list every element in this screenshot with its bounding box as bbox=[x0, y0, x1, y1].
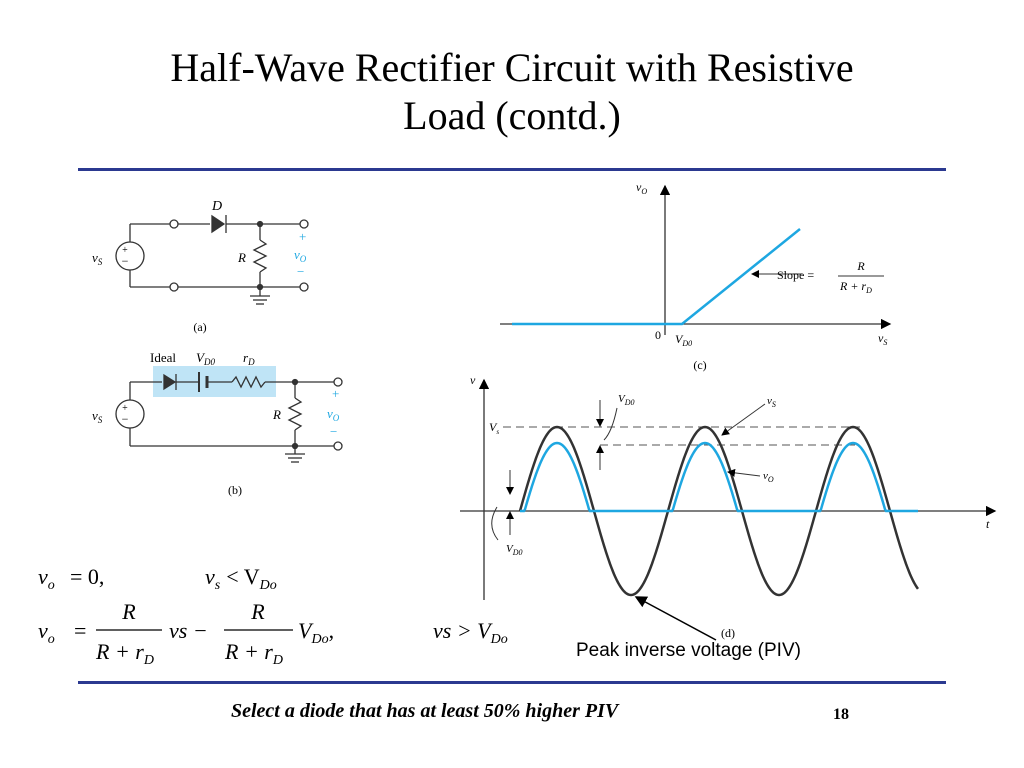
source-label: vS bbox=[92, 250, 103, 267]
origin-label: 0 bbox=[655, 328, 661, 342]
page-number: 18 bbox=[833, 706, 849, 723]
piv-label: Peak inverse voltage (PIV) bbox=[576, 640, 801, 661]
resistor-r-icon bbox=[287, 397, 303, 431]
ground-icon bbox=[285, 453, 305, 463]
output-label: vO bbox=[327, 406, 340, 423]
page-title: Half-Wave Rectifier Circuit with Resisti… bbox=[0, 44, 1024, 140]
resistor-label: R bbox=[237, 250, 246, 265]
vo-label: vO bbox=[763, 470, 774, 484]
source-label: vS bbox=[92, 408, 103, 425]
circuit-a bbox=[115, 214, 309, 305]
output-label: vO bbox=[294, 247, 307, 264]
slope-denominator: R + rD bbox=[839, 279, 872, 295]
source-minus: − bbox=[122, 412, 129, 426]
vo-leader bbox=[727, 468, 761, 477]
x-axis-label: t bbox=[986, 517, 990, 531]
vd0-leader bbox=[603, 407, 618, 441]
y-axis-label: vO bbox=[636, 180, 647, 196]
vs-leader bbox=[721, 403, 766, 436]
diode-d-icon bbox=[211, 214, 226, 234]
eq1-lhs: vo bbox=[38, 564, 55, 593]
eq2-condition: vs > VDo bbox=[433, 618, 508, 647]
source-plus: + bbox=[122, 245, 128, 256]
resistor-r-icon bbox=[252, 239, 268, 273]
frac2-numerator: R bbox=[250, 599, 265, 624]
page-title-line1: Half-Wave Rectifier Circuit with Resisti… bbox=[170, 45, 854, 90]
piv-arrow bbox=[634, 596, 717, 641]
vs-peak-label: Vs bbox=[489, 420, 499, 436]
eq1-rhs: = 0, bbox=[70, 564, 104, 589]
graph-d bbox=[460, 378, 997, 641]
source-plus: + bbox=[122, 403, 128, 414]
ideal-diode-icon bbox=[163, 373, 177, 391]
equations: vo = 0, vs < VDo vo = R R + rD vs − R R +… bbox=[38, 564, 508, 668]
source-minus: − bbox=[122, 254, 129, 268]
output-minus: − bbox=[297, 264, 304, 279]
vs-label: vS bbox=[767, 395, 776, 409]
caption-c: (c) bbox=[693, 358, 706, 372]
slope-numerator: R bbox=[856, 259, 865, 273]
resistor-rd-icon bbox=[231, 375, 266, 389]
eq2-equals: = bbox=[74, 618, 86, 643]
eq2-term2: VDo, bbox=[298, 618, 334, 647]
vs-waveform bbox=[518, 425, 920, 597]
vd0-top-label: VD0 bbox=[618, 393, 635, 407]
frac2-denominator: R + rD bbox=[224, 639, 283, 668]
voltage-source-icon bbox=[115, 241, 145, 271]
slope-label: Slope = bbox=[777, 268, 814, 282]
x-axis-label: vS bbox=[878, 331, 887, 347]
graph-c bbox=[500, 184, 892, 335]
ideal-label: Ideal bbox=[150, 350, 176, 365]
vd0-bottom-label: VD0 bbox=[506, 543, 523, 557]
vo-waveform bbox=[520, 441, 918, 513]
eq2-lhs: vo bbox=[38, 618, 55, 647]
y-axis-label: v bbox=[470, 373, 476, 387]
rd-label: rD bbox=[243, 350, 255, 367]
vd0-low-leader bbox=[491, 506, 499, 541]
caption-b: (b) bbox=[228, 483, 242, 497]
footer-note: Select a diode that has at least 50% hig… bbox=[231, 700, 619, 722]
caption-d: (d) bbox=[721, 626, 735, 640]
ground-icon bbox=[250, 295, 270, 305]
voltage-source-icon bbox=[115, 399, 145, 429]
eq1-condition: vs < VDo bbox=[205, 564, 277, 593]
frac1-numerator: R bbox=[121, 599, 136, 624]
page-title-line2: Load (contd.) bbox=[403, 93, 621, 138]
eq2-term1: vs − bbox=[169, 618, 208, 643]
bottom-divider bbox=[78, 681, 946, 684]
vd0-label: VD0 bbox=[196, 350, 215, 367]
resistor-label: R bbox=[272, 407, 281, 422]
battery-icon bbox=[198, 372, 209, 392]
frac1-denominator: R + rD bbox=[95, 639, 154, 668]
top-divider bbox=[78, 168, 946, 171]
diode-label: D bbox=[211, 199, 222, 214]
circuit-b bbox=[115, 372, 343, 463]
output-plus: + bbox=[299, 229, 306, 244]
caption-a: (a) bbox=[193, 320, 206, 334]
transfer-curve bbox=[512, 228, 801, 326]
knee-label: VD0 bbox=[675, 332, 692, 348]
output-plus: + bbox=[332, 386, 339, 401]
output-minus: − bbox=[330, 424, 337, 439]
